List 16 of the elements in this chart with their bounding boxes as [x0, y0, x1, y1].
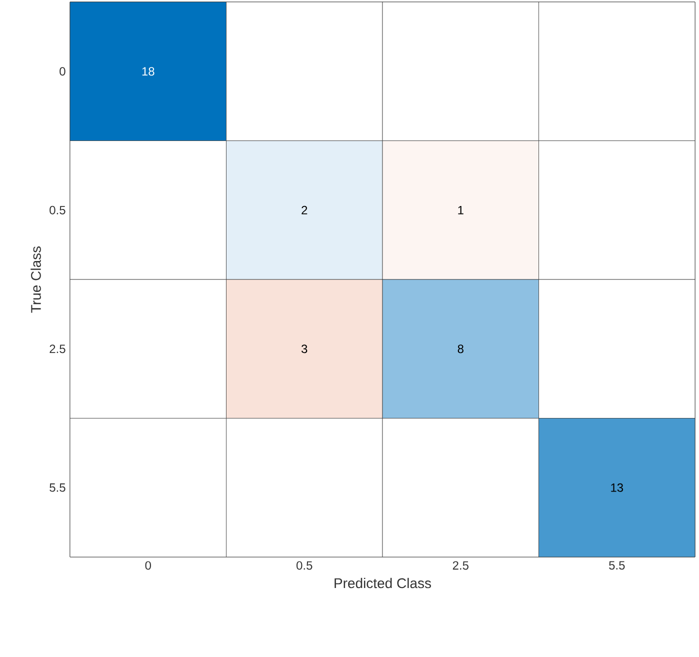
data-label: 18	[142, 67, 154, 76]
y-tick-label: 0	[60, 67, 66, 76]
data-label: 13	[611, 483, 624, 492]
y-tick-label: 5.5	[50, 483, 66, 492]
x-tick-label: 0.5	[296, 561, 312, 570]
x-tick-label: 2.5	[452, 561, 468, 570]
data-label: 8	[458, 344, 464, 354]
y-tick-label: 2.5	[50, 344, 66, 354]
data-label: 1	[458, 206, 464, 214]
y-tick-label: 0.5	[50, 206, 66, 214]
x-tick-label: 0	[145, 561, 151, 570]
data-label: 3	[302, 344, 308, 354]
x-tick-label: 5.5	[609, 561, 625, 570]
y-axis-title: True Class	[30, 246, 41, 313]
x-axis-title: Predicted Class	[334, 578, 431, 588]
data-label: 2	[302, 206, 308, 214]
